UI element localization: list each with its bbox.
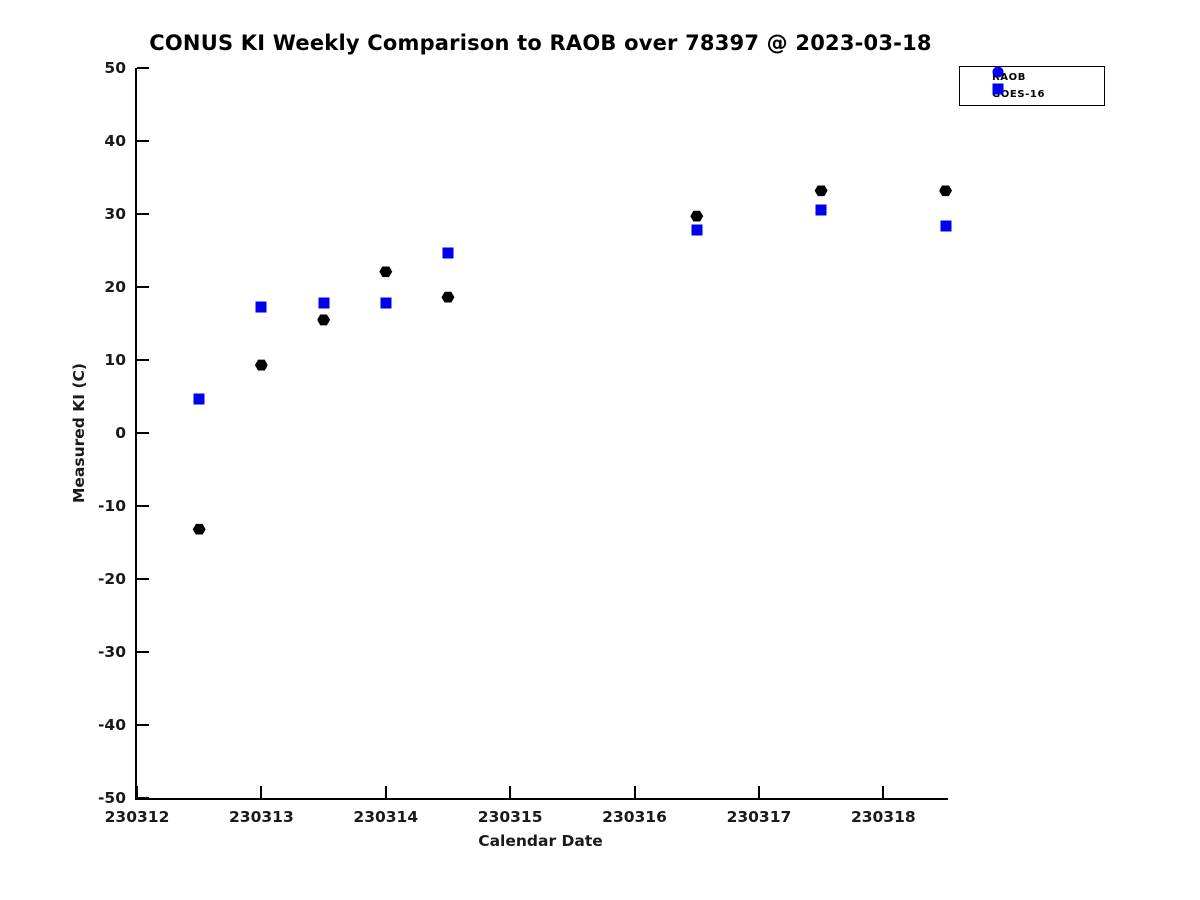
y-tick-label: -10 (97, 497, 126, 515)
y-tick-mark (137, 359, 149, 361)
data-point-raob (317, 314, 331, 326)
x-tick-label: 230317 (726, 808, 792, 826)
data-point-raob (379, 266, 393, 278)
x-tick-label: 230313 (229, 808, 294, 826)
goes16-square-icon (992, 83, 1004, 95)
y-tick-label: 20 (104, 278, 126, 296)
data-point-raob (192, 523, 206, 535)
data-point-goes-16 (940, 220, 951, 232)
data-point-raob (814, 185, 828, 197)
y-tick-label: 30 (104, 205, 126, 223)
raob-circle-icon (992, 66, 1004, 78)
y-tick-mark (137, 578, 149, 580)
y-tick-mark (137, 286, 149, 288)
y-tick-mark (137, 67, 149, 69)
y-tick-label: -40 (97, 716, 126, 734)
legend-item-raob: RAOB (960, 66, 1104, 84)
data-point-raob (690, 210, 704, 222)
x-tick-mark (757, 786, 760, 798)
data-point-goes-16 (815, 204, 827, 216)
x-tick-mark (633, 786, 636, 798)
y-tick-label: 0 (115, 424, 126, 442)
x-tick-mark (882, 786, 885, 798)
x-tick-mark (384, 786, 387, 798)
x-tick-mark (260, 786, 263, 798)
data-point-goes-16 (380, 297, 392, 309)
y-tick-mark (137, 797, 149, 799)
y-tick-label: 10 (104, 351, 126, 369)
x-axis-label: Calendar Date (478, 832, 603, 850)
x-tick-label: 230316 (602, 808, 667, 826)
data-point-goes-16 (442, 247, 454, 259)
y-tick-mark (137, 505, 149, 507)
x-tick-mark (136, 786, 138, 798)
y-tick-mark (137, 432, 149, 434)
y-tick-mark (137, 651, 149, 653)
data-point-goes-16 (318, 297, 330, 309)
x-tick-mark (509, 786, 512, 798)
data-point-goes-16 (691, 224, 703, 236)
data-point-goes-16 (193, 393, 205, 405)
x-tick-label: 230315 (477, 808, 543, 826)
x-tick-label: 230314 (353, 808, 419, 826)
y-tick-label: 40 (104, 132, 126, 150)
legend-item-goes16: GOES-16 (960, 83, 1104, 102)
y-tick-label: 50 (104, 59, 126, 77)
y-tick-mark (137, 724, 149, 726)
x-tick-label: 230312 (104, 808, 170, 826)
y-axis-label: Measured KI (C) (70, 362, 88, 504)
y-tick-label: -20 (97, 570, 126, 588)
data-point-raob (939, 185, 952, 197)
x-tick-label: 230318 (850, 808, 916, 826)
legend-label-raob: RAOB (992, 71, 1026, 83)
y-tick-mark (137, 140, 149, 142)
data-point-raob (441, 291, 455, 303)
y-tick-mark (137, 213, 149, 215)
plot-area: 230312 230313 230314 230315 230316 230317 2303… (98, 59, 952, 826)
y-tick-label: -50 (97, 789, 126, 807)
legend: RAOB GOES-16 (959, 66, 1105, 106)
legend-label-goes16: GOES-16 (992, 89, 1046, 101)
y-tick-label: -30 (97, 643, 126, 661)
data-point-raob (254, 359, 268, 371)
chart-title: CONUS KI Weekly Comparison to RAOB over … (149, 31, 932, 55)
data-point-goes-16 (255, 301, 267, 313)
